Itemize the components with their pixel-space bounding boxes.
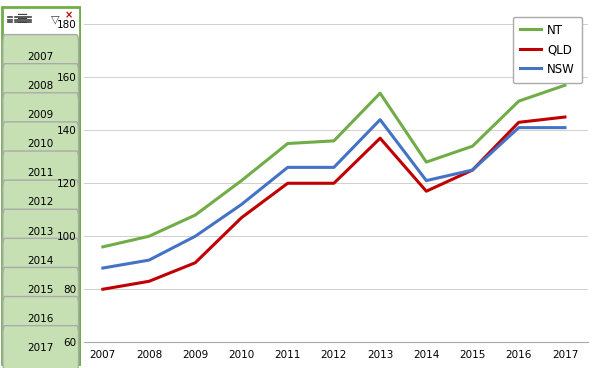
NT (146, 234, 153, 238)
Text: ☰: ☰ (17, 13, 29, 26)
NSW (146, 258, 153, 262)
NSW (99, 266, 106, 270)
FancyBboxPatch shape (3, 180, 78, 225)
FancyBboxPatch shape (3, 238, 78, 283)
FancyBboxPatch shape (3, 151, 78, 195)
QLD (423, 189, 430, 194)
NSW (238, 202, 245, 207)
FancyBboxPatch shape (2, 7, 80, 364)
FancyBboxPatch shape (3, 122, 78, 166)
Line: NT: NT (103, 85, 565, 247)
QLD (330, 181, 337, 185)
NSW (469, 168, 476, 172)
QLD (561, 115, 568, 119)
Text: ▽: ▽ (51, 14, 59, 25)
FancyBboxPatch shape (3, 268, 78, 312)
Text: 2013: 2013 (27, 227, 54, 237)
NT (330, 139, 337, 143)
NT (238, 178, 245, 183)
NT (284, 141, 291, 146)
Text: 2007: 2007 (27, 52, 54, 62)
FancyBboxPatch shape (3, 64, 78, 108)
NSW (284, 165, 291, 170)
Text: 2012: 2012 (27, 197, 54, 208)
NT (561, 83, 568, 88)
FancyBboxPatch shape (3, 297, 78, 341)
Text: 2008: 2008 (27, 81, 54, 91)
Text: ×: × (65, 10, 73, 20)
Text: 2016: 2016 (27, 314, 54, 324)
NSW (330, 165, 337, 170)
Text: 2011: 2011 (27, 168, 54, 178)
NSW (561, 125, 568, 130)
NT (469, 144, 476, 148)
QLD (192, 261, 199, 265)
Text: 2009: 2009 (27, 110, 54, 120)
NSW (192, 234, 199, 238)
QLD (146, 279, 153, 283)
FancyBboxPatch shape (3, 326, 78, 368)
Line: QLD: QLD (103, 117, 565, 289)
FancyBboxPatch shape (3, 93, 78, 137)
QLD (99, 287, 106, 291)
Text: 2014: 2014 (27, 256, 54, 266)
FancyBboxPatch shape (3, 209, 78, 254)
NSW (515, 125, 522, 130)
Text: 2017: 2017 (27, 343, 54, 353)
NSW (377, 117, 384, 122)
NT (515, 99, 522, 103)
QLD (284, 181, 291, 185)
QLD (515, 120, 522, 124)
NSW (423, 178, 430, 183)
NT (377, 91, 384, 95)
QLD (469, 168, 476, 172)
NT (423, 160, 430, 164)
QLD (377, 136, 384, 141)
NT (192, 213, 199, 217)
Text: 2015: 2015 (27, 285, 54, 295)
Text: 2010: 2010 (27, 139, 54, 149)
NT (99, 245, 106, 249)
QLD (238, 216, 245, 220)
Legend: NT, QLD, NSW: NT, QLD, NSW (513, 17, 582, 83)
Line: NSW: NSW (103, 120, 565, 268)
FancyBboxPatch shape (3, 35, 78, 79)
